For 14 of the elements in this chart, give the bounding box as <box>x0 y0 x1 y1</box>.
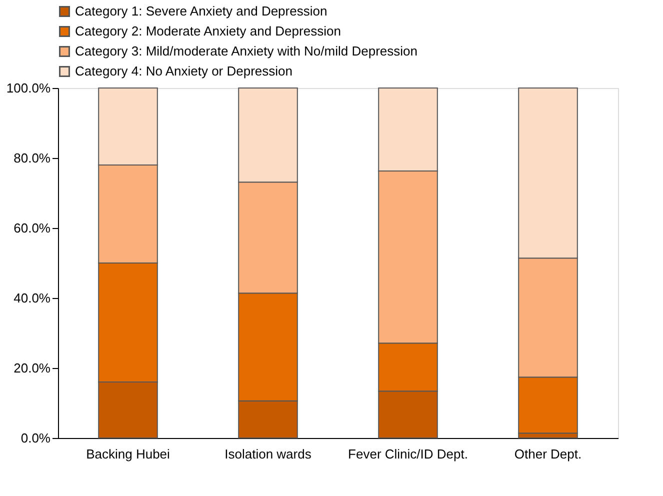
y-tick-label: 100.0% <box>6 80 51 96</box>
legend-label: Category 1: Severe Anxiety and Depression <box>75 4 328 18</box>
x-tick-label: Fever Clinic/ID Dept. <box>348 446 468 462</box>
legend-label: Category 4: No Anxiety or Depression <box>75 64 292 78</box>
x-tick-label: Other Dept. <box>514 446 582 462</box>
y-tick-label: 40.0% <box>14 290 51 306</box>
y-tick-label: 60.0% <box>14 220 51 236</box>
y-tick-label: 80.0% <box>14 150 51 166</box>
legend-label: Category 2: Moderate Anxiety and Depression <box>75 24 341 38</box>
y-tick-label: 0.0% <box>20 430 51 446</box>
legend-label: Category 3: Mild/moderate Anxiety with No/mild Depression <box>75 44 418 58</box>
y-tick-label: 20.0% <box>14 360 51 376</box>
x-tick-label: Backing Hubei <box>86 446 170 462</box>
x-tick-label: Isolation wards <box>224 446 312 462</box>
